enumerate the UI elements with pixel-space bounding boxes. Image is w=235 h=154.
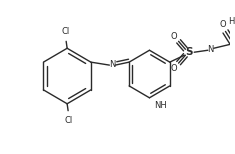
Text: Cl: Cl xyxy=(65,116,73,125)
Text: O: O xyxy=(170,32,177,41)
Text: Cl: Cl xyxy=(61,27,69,36)
Text: H: H xyxy=(228,17,235,26)
Text: NH: NH xyxy=(154,101,167,110)
Text: N: N xyxy=(109,60,116,69)
Text: O: O xyxy=(170,64,177,73)
Text: S: S xyxy=(186,47,193,57)
Text: O: O xyxy=(219,20,226,29)
Text: N: N xyxy=(208,45,214,54)
